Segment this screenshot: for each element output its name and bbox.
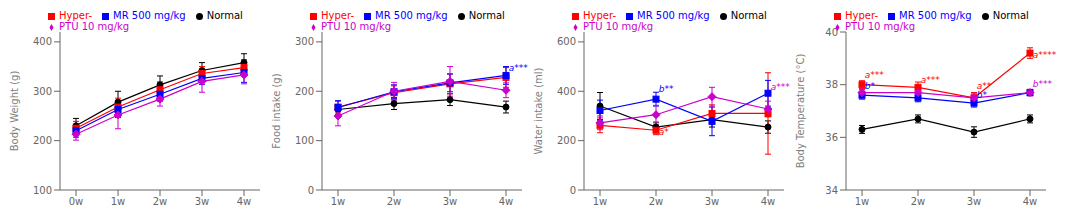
svg-text:400: 400 — [33, 36, 52, 47]
svg-text:1w: 1w — [331, 196, 346, 207]
svg-text:3w: 3w — [967, 196, 982, 207]
svg-text:200: 200 — [295, 86, 314, 97]
svg-text:a***: a*** — [509, 63, 529, 73]
html-text:PTU 10 mg/kg: PTU 10 mg/kg — [845, 21, 916, 32]
svg-text:1w: 1w — [593, 196, 608, 207]
svg-text:600: 600 — [557, 36, 576, 47]
svg-text:b**: b** — [659, 84, 674, 94]
svg-text:0: 0 — [308, 185, 314, 196]
html-text:MR 500 mg/kg: MR 500 mg/kg — [899, 10, 972, 21]
svg-text:38: 38 — [825, 79, 838, 90]
svg-text:1w: 1w — [111, 196, 126, 207]
svg-text:36: 36 — [825, 132, 838, 143]
svg-text:2w: 2w — [387, 196, 402, 207]
svg-text:a*: a* — [659, 127, 670, 137]
html-text:Normal: Normal — [730, 10, 767, 21]
svg-text:0w: 0w — [69, 196, 84, 207]
svg-text:2w: 2w — [153, 196, 168, 207]
svg-text:a***: a*** — [771, 82, 791, 92]
svg-text:b*: b* — [865, 81, 876, 91]
svg-text:100: 100 — [33, 185, 52, 196]
svg-text:100: 100 — [295, 135, 314, 146]
svg-text:2w: 2w — [649, 196, 664, 207]
svg-text:Water intake (ml): Water intake (ml) — [533, 67, 544, 154]
svg-text:40: 40 — [825, 27, 838, 38]
html-text:Hyper-: Hyper- — [59, 10, 92, 21]
svg-text:3w: 3w — [705, 196, 720, 207]
html-text:PTU 10 mg/kg: PTU 10 mg/kg — [59, 21, 130, 32]
svg-text:400: 400 — [557, 86, 576, 97]
svg-text:b*: b* — [977, 90, 988, 100]
svg-text:2w: 2w — [911, 196, 926, 207]
svg-text:200: 200 — [33, 135, 52, 146]
svg-text:300: 300 — [33, 86, 52, 97]
svg-text:0: 0 — [570, 185, 576, 196]
svg-text:4w: 4w — [237, 196, 252, 207]
svg-text:4w: 4w — [1023, 196, 1038, 207]
html-text:Normal: Normal — [468, 10, 505, 21]
html-text:PTU 10 mg/kg: PTU 10 mg/kg — [583, 21, 654, 32]
svg-text:a**: a** — [976, 80, 992, 91]
svg-text:300: 300 — [295, 36, 314, 47]
svg-text:4w: 4w — [761, 196, 776, 207]
html-text:Hyper-: Hyper- — [321, 10, 354, 21]
svg-text:a***: a*** — [865, 70, 885, 80]
svg-text:3w: 3w — [443, 196, 458, 207]
html-text:Hyper-: Hyper- — [845, 10, 878, 21]
html-text:MR 500 mg/kg: MR 500 mg/kg — [375, 10, 448, 21]
svg-text:Body Weight (g): Body Weight (g) — [9, 71, 20, 152]
svg-text:Food intake (g): Food intake (g) — [271, 73, 282, 148]
svg-text:1w: 1w — [855, 196, 870, 207]
svg-text:4w: 4w — [499, 196, 514, 207]
svg-text:34: 34 — [825, 185, 838, 196]
html-text:Hyper-: Hyper- — [583, 10, 616, 21]
svg-text:a***: a*** — [921, 75, 941, 85]
svg-text:b***: b*** — [1033, 79, 1053, 89]
html-text:MR 500 mg/kg: MR 500 mg/kg — [637, 10, 710, 21]
svg-text:a****: a**** — [1033, 50, 1056, 60]
html-text:Normal: Normal — [206, 10, 243, 21]
html-text:Normal: Normal — [992, 10, 1029, 21]
html-text:MR 500 mg/kg: MR 500 mg/kg — [113, 10, 186, 21]
html-text:PTU 10 mg/kg: PTU 10 mg/kg — [321, 21, 392, 32]
svg-text:200: 200 — [557, 135, 576, 146]
svg-text:3w: 3w — [195, 196, 210, 207]
svg-text:Body Temperature (°C): Body Temperature (°C) — [795, 54, 806, 169]
